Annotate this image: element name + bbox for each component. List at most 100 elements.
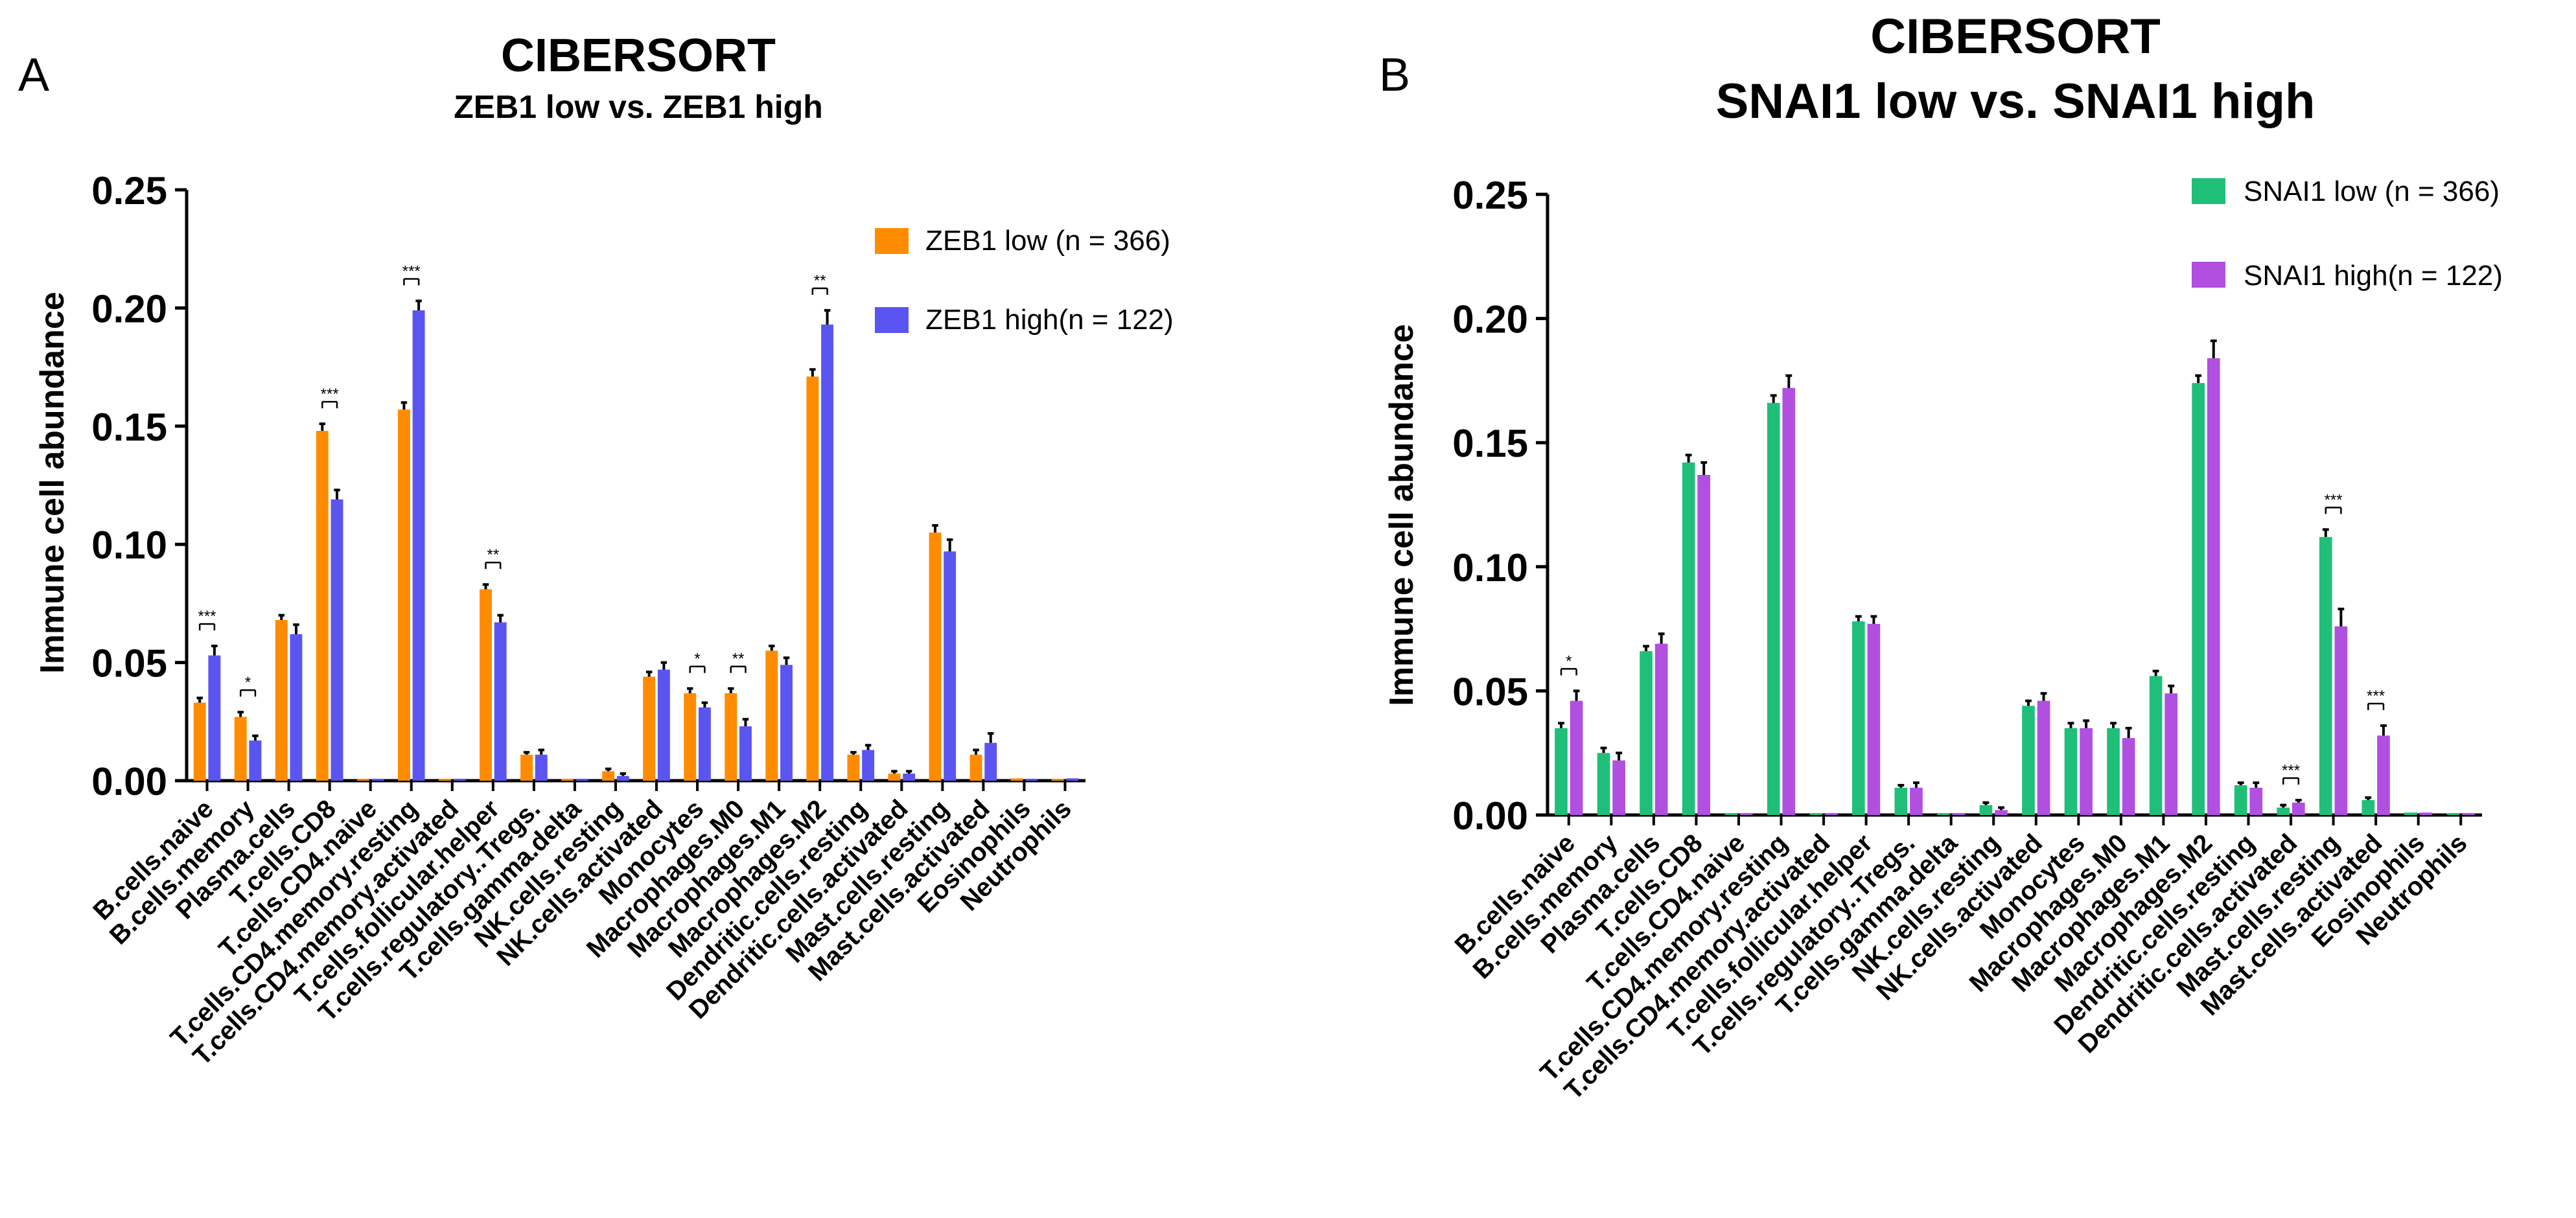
bar-snai1-high-n-122-b-cells-memory [1612,760,1625,815]
bar-zeb1-high-n-122-dendritic-cells-resting [862,750,875,781]
legend-label-snai1-high: SNAI1 high(n = 122) [2244,260,2503,292]
y-tick-label: 0.05 [91,642,167,685]
panel-b-label: B [1379,49,1410,101]
bar-zeb1-low-n-366-plasma-cells [275,619,288,781]
significance-label: ** [814,272,826,290]
bar-zeb1-low-n-366-t-cells-follicular-helper [480,589,492,781]
y-tick-label: 0.20 [91,287,167,330]
bar-zeb1-high-n-122-mast-cells-activated [984,742,997,781]
bar-zeb1-low-n-366-b-cells-naive [193,702,206,781]
bar-zeb1-high-n-122-t-cells-cd8 [331,499,343,781]
bar-zeb1-low-n-366-neutrophils [1051,779,1064,781]
legend-label-snai1-low: SNAI1 low (n = 366) [2244,176,2500,207]
bar-snai1-low-n-366-mast-cells-resting [2319,536,2332,815]
bar-zeb1-high-n-122-macrophages-m1 [780,665,793,781]
bar-zeb1-high-n-122-neutrophils [1066,778,1079,781]
significance-label: *** [198,608,216,625]
bar-snai1-low-n-366-t-cells-cd8 [1682,462,1695,815]
bar-zeb1-high-n-122-dendritic-cells-activated [903,774,916,781]
bar-zeb1-high-n-122-t-cells-follicular-helper [494,622,507,781]
bar-zeb1-low-n-366-nk-cells-resting [602,771,615,781]
bar-zeb1-low-n-366-dendritic-cells-activated [888,774,901,781]
panel-b-plot: 0.000.050.100.150.200.25B.cells.naiveB.c… [1450,174,2482,1105]
bar-zeb1-low-n-366-dendritic-cells-resting [847,754,860,781]
significance-label: * [245,674,251,691]
panel-a-ylabel: Immune cell abundance [34,292,71,674]
bar-zeb1-high-n-122-macrophages-m2 [821,324,834,781]
panel-b-ylabel: Immune cell abundance [1383,324,1421,706]
y-tick-label: 0.15 [91,406,167,449]
bar-snai1-low-n-366-dendritic-cells-resting [2234,785,2247,815]
legend-swatch-snai1-high [2192,262,2225,288]
bar-snai1-low-n-366-t-cells-cd4-memory-resting [1767,402,1780,815]
bar-zeb1-high-n-122-plasma-cells [290,634,303,781]
bar-zeb1-high-n-122-t-cells-gamma-delta [575,779,588,781]
bar-snai1-low-n-366-b-cells-memory [1597,753,1610,815]
bar-snai1-high-n-122-neutrophils [2462,813,2475,815]
significance-label: *** [321,385,339,403]
significance-label: *** [2282,762,2300,779]
y-tick-label: 0.00 [91,760,167,803]
panel-b-title: CIBERSORT [1870,9,2161,64]
bar-snai1-high-n-122-b-cells-naive [1570,700,1583,815]
bar-zeb1-high-n-122-monocytes [698,707,711,781]
legend-label-zeb1-high: ZEB1 high(n = 122) [925,304,1174,336]
bar-zeb1-high-n-122-b-cells-memory [249,740,262,781]
significance-label: *** [2367,687,2385,705]
panel-b-subtitle: SNAI1 low vs. SNAI1 high [1716,74,2315,129]
y-tick-label: 0.25 [91,169,167,213]
bar-zeb1-low-n-366-t-cells-regulatory-tregs [520,754,533,781]
bar-zeb1-low-n-366-monocytes [684,693,697,781]
panel-b: B CIBERSORT SNAI1 low vs. SNAI1 high Imm… [1379,9,2503,1105]
panel-a-label: A [18,49,49,101]
significance-label: * [1566,652,1572,670]
bar-snai1-high-n-122-t-cells-cd8 [1697,475,1711,815]
bar-zeb1-high-n-122-t-cells-cd4-naive [371,779,384,781]
bar-zeb1-low-n-366-macrophages-m1 [765,650,778,781]
bar-zeb1-high-n-122-eosinophils [1025,779,1038,781]
bar-snai1-high-n-122-monocytes [2080,728,2093,815]
bar-snai1-high-n-122-mast-cells-activated [2377,735,2390,815]
bar-zeb1-low-n-366-t-cells-cd8 [316,431,329,781]
y-tick-label: 0.10 [91,523,167,567]
bar-zeb1-high-n-122-t-cells-cd4-memory-activated [453,779,466,781]
bar-zeb1-high-n-122-nk-cells-activated [657,669,670,781]
bar-zeb1-low-n-366-t-cells-gamma-delta [561,779,574,781]
bar-snai1-low-n-366-b-cells-naive [1555,728,1568,815]
bar-zeb1-high-n-122-t-cells-cd4-memory-resting [412,310,425,781]
panel-a-title: CIBERSORT [501,30,776,82]
significance-label: ** [487,546,499,564]
legend-label-zeb1-low: ZEB1 low (n = 366) [925,225,1170,257]
legend-swatch-snai1-low [2192,178,2225,204]
bar-snai1-low-n-366-t-cells-regulatory-tregs [1894,787,1908,815]
legend-swatch-zeb1-low [875,228,909,254]
bar-snai1-high-n-122-eosinophils [2419,812,2433,815]
bar-snai1-high-n-122-macrophages-m1 [2164,693,2178,815]
bar-snai1-low-n-366-neutrophils [2446,813,2460,815]
significance-label: *** [2325,491,2343,509]
bar-zeb1-low-n-366-nk-cells-activated [643,676,656,781]
bar-snai1-low-n-366-t-cells-cd4-naive [1724,813,1737,815]
bar-zeb1-high-n-122-t-cells-regulatory-tregs [535,754,548,781]
bar-snai1-low-n-366-t-cells-gamma-delta [1937,813,1950,815]
bar-snai1-high-n-122-t-cells-regulatory-tregs [1910,787,1923,815]
y-tick-label: 0.20 [1452,298,1528,341]
significance-label: ** [732,650,745,668]
y-tick-label: 0.25 [1452,174,1528,217]
bar-zeb1-high-n-122-mast-cells-resting [944,551,957,781]
y-tick-label: 0.05 [1452,670,1528,713]
bar-snai1-low-n-366-mast-cells-activated [2361,800,2375,815]
bar-snai1-low-n-366-nk-cells-resting [1979,805,1993,815]
bar-snai1-low-n-366-eosinophils [2404,812,2417,815]
bar-snai1-low-n-366-t-cells-follicular-helper [1851,621,1865,815]
bar-snai1-low-n-366-dendritic-cells-activated [2277,807,2290,815]
bar-snai1-low-n-366-macrophages-m0 [2107,728,2120,815]
bar-snai1-high-n-122-t-cells-cd4-memory-resting [1782,387,1796,815]
bar-snai1-high-n-122-dendritic-cells-activated [2292,802,2305,815]
bar-snai1-low-n-366-t-cells-cd4-memory-activated [1809,813,1823,815]
bar-zeb1-low-n-366-b-cells-memory [234,717,247,781]
bar-zeb1-low-n-366-t-cells-cd4-memory-resting [397,409,410,781]
bar-snai1-high-n-122-t-cells-follicular-helper [1867,623,1881,815]
bar-snai1-high-n-122-t-cells-gamma-delta [1952,813,1966,815]
